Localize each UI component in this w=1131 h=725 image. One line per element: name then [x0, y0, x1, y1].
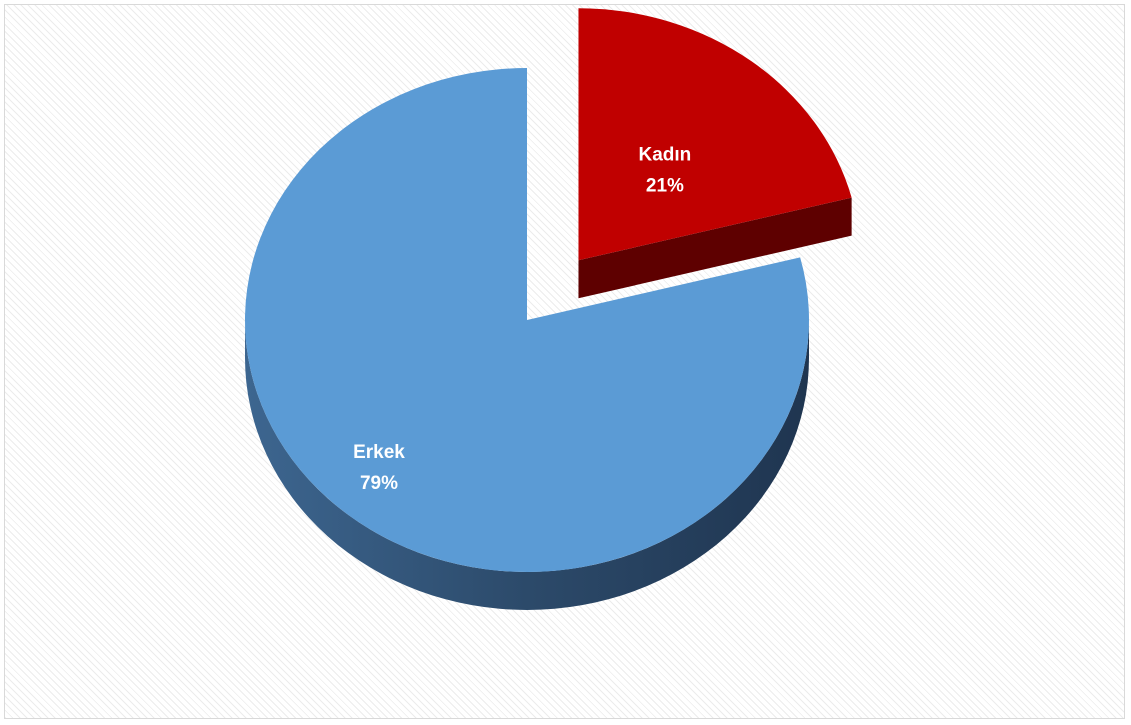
chart-area: Erkek 79% Kadın 21%	[4, 4, 1125, 719]
data-label-erkek: Erkek 79%	[353, 442, 405, 494]
data-label-value: 79%	[360, 473, 398, 494]
slice-erkek-top	[244, 68, 809, 572]
slice-kadin-top	[578, 8, 852, 261]
data-label-category: Erkek	[353, 442, 405, 463]
pie-chart: Erkek 79% Kadın 21%	[244, 8, 852, 610]
data-label-value: 21%	[646, 176, 684, 197]
slice-kadin	[578, 8, 852, 299]
slice-erkek	[244, 68, 809, 610]
slice-kadin-wall	[578, 197, 852, 299]
data-label-kadin: Kadın 21%	[639, 145, 692, 197]
data-label-category: Kadın	[639, 145, 692, 166]
